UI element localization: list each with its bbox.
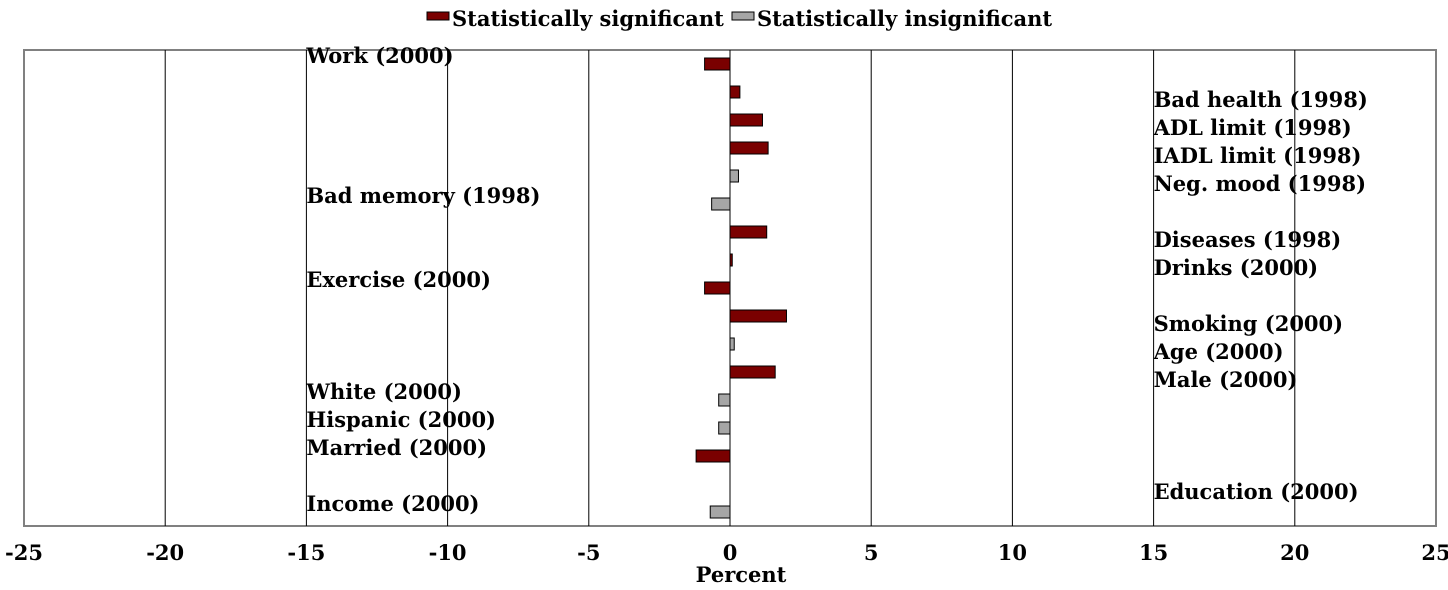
category-label: Married (2000) bbox=[306, 435, 487, 460]
category-label: Bad memory (1998) bbox=[306, 183, 540, 208]
category-label: Work (2000) bbox=[305, 43, 453, 68]
x-tick-label: 5 bbox=[864, 540, 879, 565]
category-label: Income (2000) bbox=[306, 491, 479, 516]
bar bbox=[729, 85, 741, 99]
bar bbox=[729, 365, 776, 379]
x-axis-ticks: -25 -20 -15 -10 -5 0 5 10 15 20 25 bbox=[5, 540, 1448, 565]
x-tick-label: 15 bbox=[1139, 540, 1168, 565]
legend-label-significant: Statistically significant bbox=[452, 6, 724, 31]
bar-labels: Work (2000) Bad health (1998) ADL limit (1… bbox=[305, 43, 1367, 516]
x-tick-label: -5 bbox=[577, 540, 600, 565]
bar bbox=[729, 169, 739, 183]
bar bbox=[729, 141, 769, 155]
legend-swatch-insignificant bbox=[731, 11, 755, 21]
category-label: Male (2000) bbox=[1154, 367, 1298, 392]
legend-label-insignificant: Statistically insignificant bbox=[757, 6, 1052, 31]
bar bbox=[695, 449, 731, 463]
bar bbox=[704, 281, 731, 295]
category-label: Bad health (1998) bbox=[1154, 87, 1368, 112]
bars bbox=[695, 57, 787, 519]
category-label: Neg. mood (1998) bbox=[1154, 171, 1366, 196]
category-label: Drinks (2000) bbox=[1154, 255, 1319, 280]
category-label: White (2000) bbox=[305, 379, 462, 404]
bar bbox=[704, 57, 731, 71]
bar bbox=[729, 309, 787, 323]
category-label: Exercise (2000) bbox=[306, 267, 491, 292]
bar bbox=[729, 253, 733, 267]
category-label: Smoking (2000) bbox=[1154, 311, 1344, 336]
bar bbox=[729, 113, 763, 127]
bar bbox=[718, 421, 731, 435]
bar bbox=[711, 197, 731, 211]
x-tick-label: 20 bbox=[1280, 540, 1309, 565]
category-label: Age (2000) bbox=[1153, 339, 1284, 364]
category-label: Diseases (1998) bbox=[1154, 227, 1342, 252]
bar bbox=[729, 337, 735, 351]
legend-swatch-significant bbox=[426, 11, 450, 21]
x-tick-label: 10 bbox=[998, 540, 1027, 565]
gridlines bbox=[164, 50, 1296, 526]
x-tick-label: 25 bbox=[1421, 540, 1448, 565]
x-tick-label: 0 bbox=[723, 540, 738, 565]
category-label: IADL limit (1998) bbox=[1154, 143, 1362, 168]
bar bbox=[729, 225, 768, 239]
category-label: ADL limit (1998) bbox=[1153, 115, 1352, 140]
x-tick-label: -20 bbox=[146, 540, 184, 565]
x-tick-label: -10 bbox=[429, 540, 467, 565]
bar bbox=[709, 505, 731, 519]
legend: Statistically significant Statistically … bbox=[426, 6, 1052, 31]
category-label: Hispanic (2000) bbox=[306, 407, 496, 432]
bar bbox=[718, 393, 731, 407]
x-tick-label: -25 bbox=[5, 540, 43, 565]
x-axis-title: Percent bbox=[696, 562, 787, 587]
x-tick-label: -15 bbox=[287, 540, 325, 565]
category-label: Education (2000) bbox=[1154, 479, 1359, 504]
